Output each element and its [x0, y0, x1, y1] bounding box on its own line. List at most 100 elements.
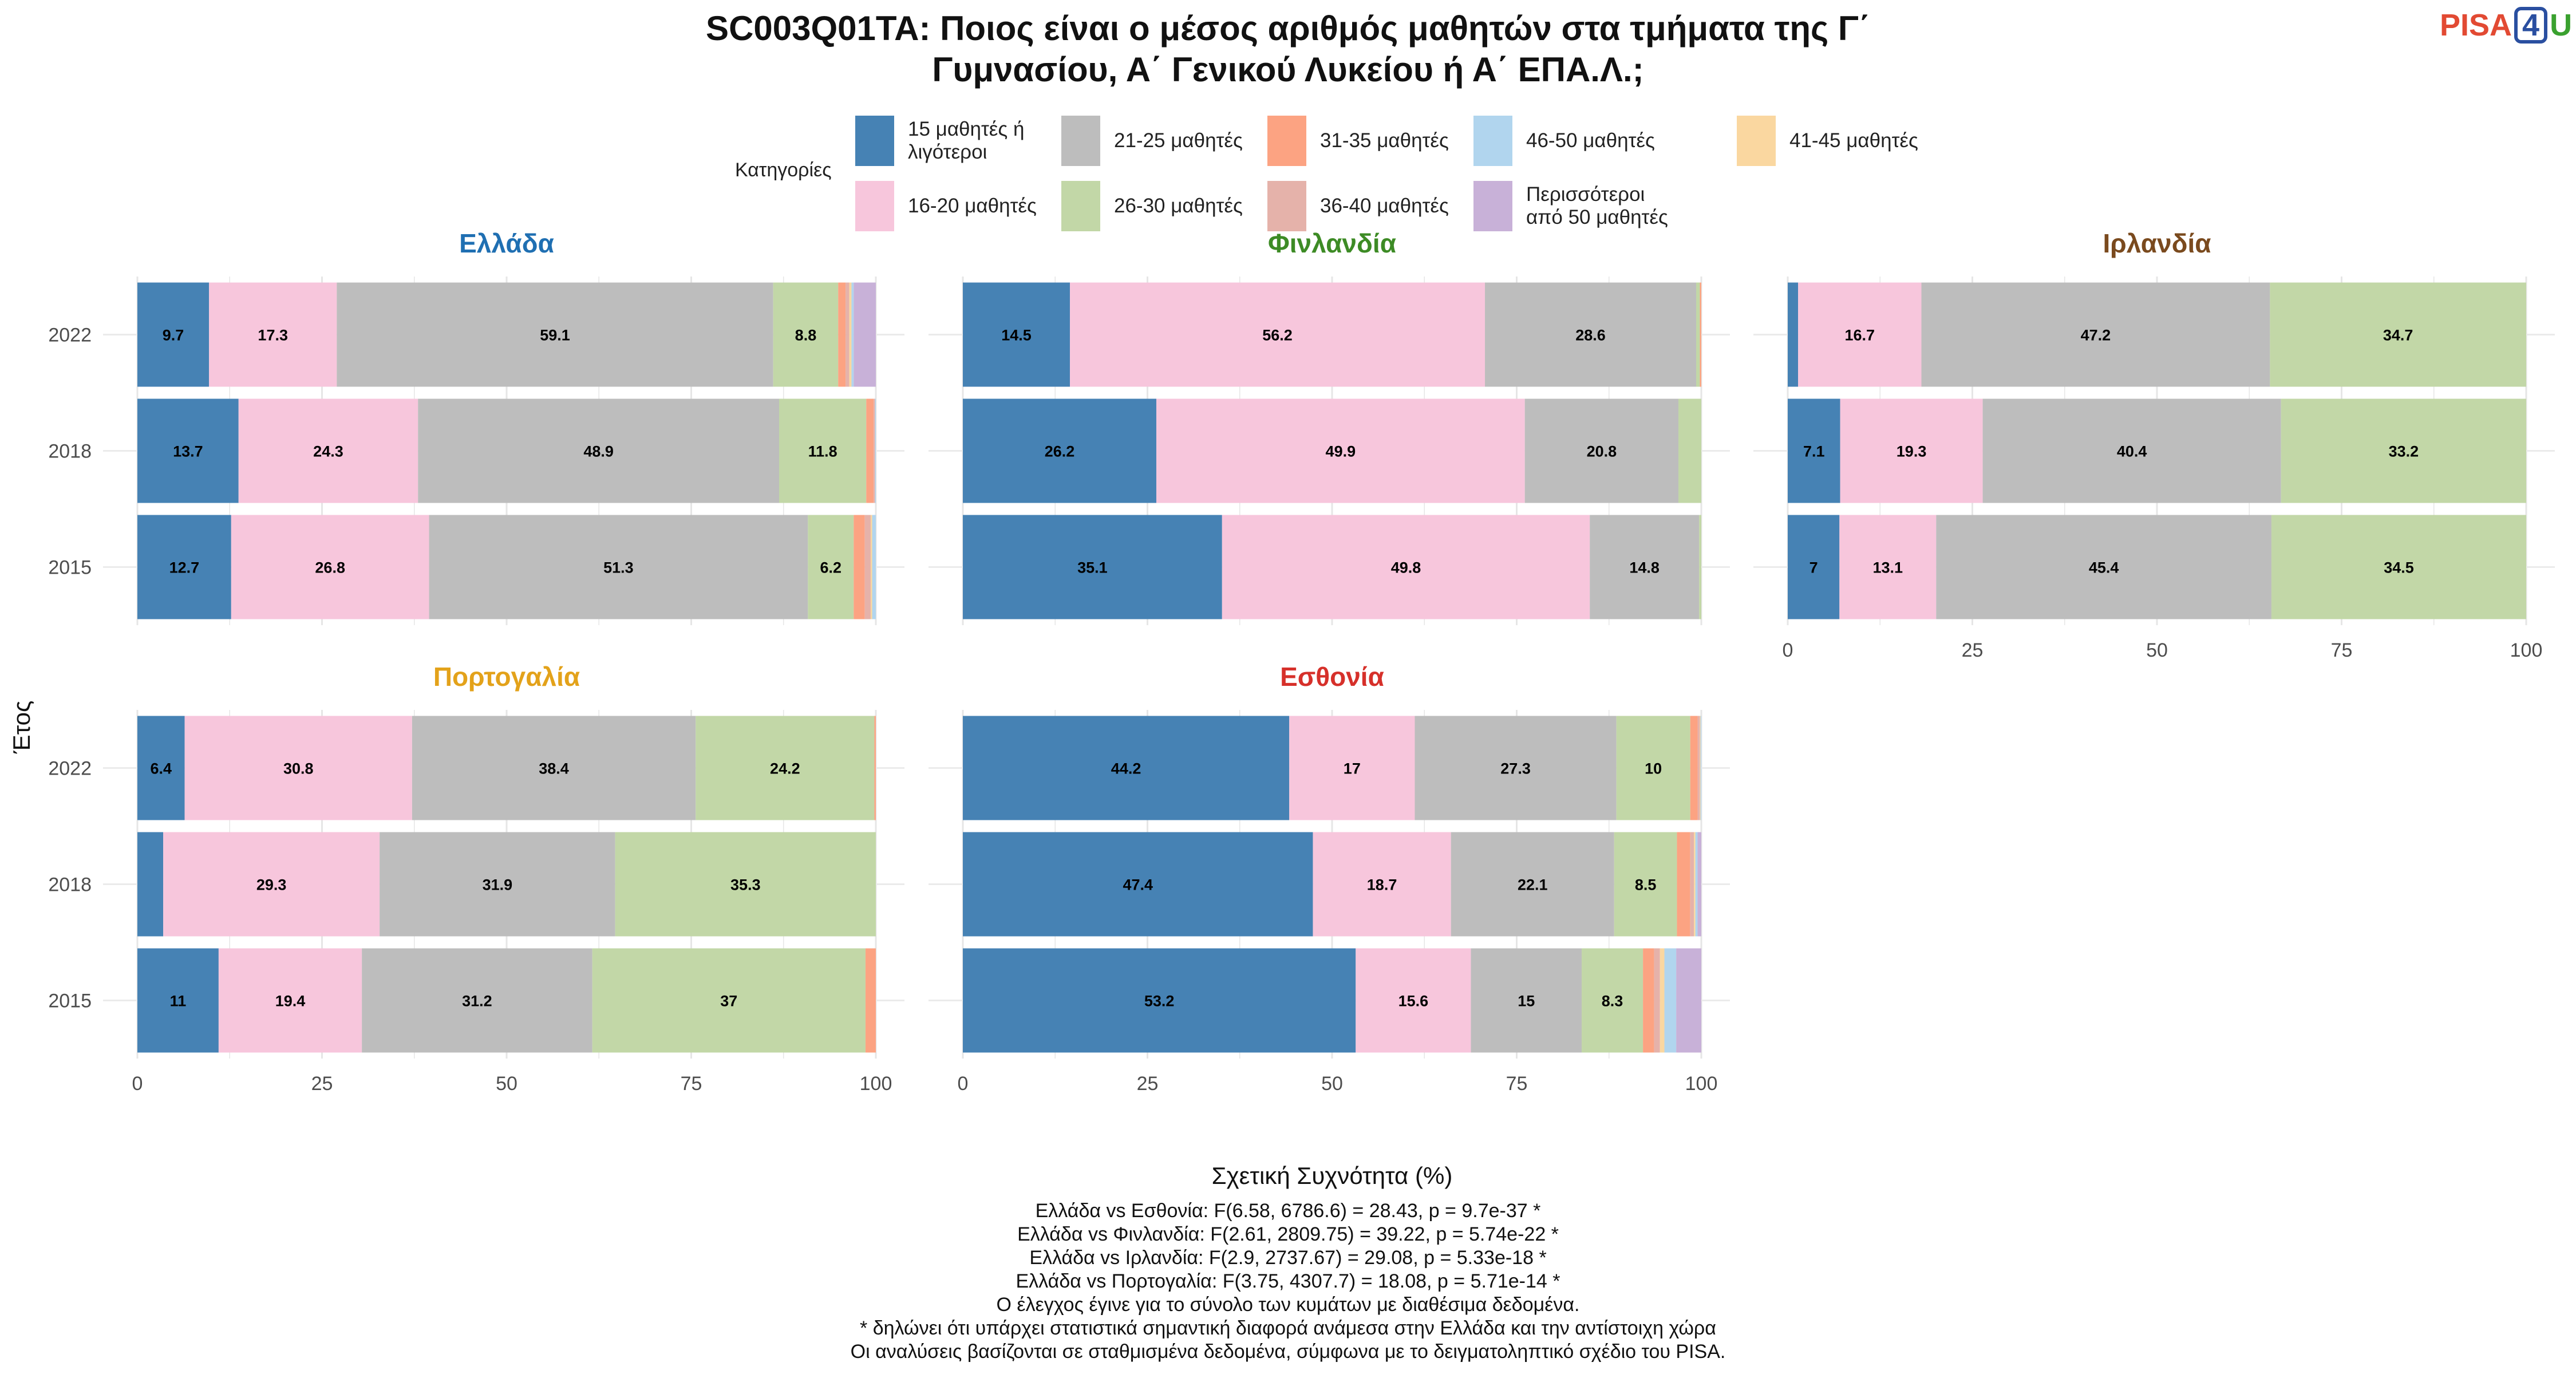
bar-segment-1-2015-1 [1222, 515, 1590, 619]
bar-segment-2-2022-0 [1788, 282, 1799, 387]
data-label-1-2018-1: 49.9 [1326, 443, 1356, 460]
panel-title-1: Φινλανδία [1268, 228, 1396, 258]
note-line-6: Οι αναλύσεις βασίζονται σε σταθμισμένα δ… [850, 1341, 1726, 1363]
bar-segment-2-2015-1 [1839, 515, 1937, 619]
x-tick-label-2-1: 25 [1962, 639, 1984, 661]
bar-segment-0-2018-1 [238, 398, 418, 503]
legend-key-1 [855, 181, 894, 231]
bar-segment-3-2015-4 [865, 948, 876, 1053]
bar-segment-0-2015-5 [864, 515, 871, 619]
bar-segment-4-2018-3 [1614, 832, 1677, 937]
data-label-3-2022-0: 6.4 [151, 760, 172, 777]
note-line-3: Ελλάδα vs Πορτογαλία: F(3.75, 4307.7) = … [1016, 1270, 1560, 1292]
bar-segment-1-2018-1 [1156, 398, 1525, 503]
bar-segment-0-2018-4 [866, 398, 874, 503]
data-label-4-2015-0: 53.2 [1144, 993, 1175, 1010]
legend-key-0 [855, 116, 894, 166]
y-tick-label-3-2022: 2022 [48, 758, 92, 780]
bar-segment-0-2018-2 [418, 398, 780, 503]
data-label-1-2018-2: 20.8 [1587, 443, 1617, 460]
data-label-2-2022-1: 16.7 [1844, 327, 1875, 344]
bar-segment-0-2015-0 [137, 515, 231, 619]
legend-item-5: 36-40 μαθητές [1267, 181, 1475, 231]
bar-segment-2-2022-2 [1921, 282, 2270, 387]
data-label-3-2022-1: 30.8 [283, 760, 314, 777]
data-label-1-2022-2: 28.6 [1575, 327, 1606, 344]
data-label-4-2018-2: 22.1 [1518, 876, 1548, 894]
bar-segment-0-2022-7 [851, 282, 854, 387]
bar-segment-0-2022-6 [849, 282, 852, 387]
data-label-3-2015-3: 37 [720, 993, 737, 1010]
bar-segment-3-2022-4 [874, 716, 876, 820]
legend-item-4: 31-35 μαθητές [1267, 116, 1475, 166]
data-label-0-2018-1: 24.3 [313, 443, 343, 460]
bar-segment-3-2015-2 [362, 948, 592, 1053]
bar-segment-3-2022-3 [696, 716, 875, 820]
legend-key-5 [1267, 181, 1306, 231]
data-label-2-2015-1: 13.1 [1873, 559, 1903, 577]
bar-segment-3-2015-0 [137, 948, 219, 1053]
bar-segment-3-2022-0 [137, 716, 185, 820]
legend-item-8: 41-45 μαθητές [1737, 116, 1944, 166]
legend-key-7 [1473, 181, 1512, 231]
data-label-4-2022-0: 44.2 [1111, 760, 1141, 777]
logo-u-text: U [2550, 8, 2573, 42]
data-label-1-2018-0: 26.2 [1045, 443, 1075, 460]
bar-segment-4-2022-3 [1616, 716, 1690, 820]
logo-pisa-text: PISA [2440, 8, 2512, 42]
bar-segment-0-2015-6 [870, 515, 872, 619]
bar-segment-0-2022-4 [838, 282, 846, 387]
data-label-2-2018-3: 33.2 [2389, 443, 2419, 460]
bar-segment-4-2018-8 [1697, 832, 1701, 937]
data-label-0-2015-0: 12.7 [169, 559, 200, 577]
y-tick-label-3-2018: 2018 [48, 874, 92, 896]
bar-segment-4-2015-7 [1664, 948, 1677, 1053]
data-label-0-2018-2: 48.9 [583, 443, 614, 460]
legend-key-3 [1061, 181, 1100, 231]
data-label-1-2015-2: 14.8 [1629, 559, 1660, 577]
bar-segment-0-2022-3 [773, 282, 839, 387]
x-tick-label-3-1: 25 [311, 1073, 333, 1095]
bar-segment-1-2015-3 [1699, 515, 1701, 619]
data-label-4-2015-1: 15.6 [1398, 993, 1429, 1010]
panel-title-0: Ελλάδα [459, 228, 554, 258]
stacked-bar-chart: Ελλάδα 9.7 17.3 59.1 8.8 2022 13.7 24.3 48.9 11.8… [8, 228, 2555, 1189]
bar-segment-1-2022-4 [1700, 282, 1701, 387]
bar-segment-4-2015-1 [1356, 948, 1471, 1053]
data-label-3-2022-3: 24.2 [770, 760, 800, 777]
data-label-0-2022-3: 8.8 [795, 327, 817, 344]
bar-segment-3-2015-3 [592, 948, 866, 1053]
data-label-0-2015-1: 26.8 [315, 559, 345, 577]
y-tick-label-0-2018: 2018 [48, 441, 92, 463]
bar-segment-4-2015-5 [1654, 948, 1660, 1053]
data-label-1-2015-0: 35.1 [1077, 559, 1108, 577]
legend-title: Κατηγορίες [735, 159, 832, 181]
data-label-0-2022-0: 9.7 [163, 327, 184, 344]
data-label-4-2015-2: 15 [1518, 993, 1535, 1010]
bar-segment-0-2022-0 [137, 282, 210, 387]
x-tick-label-4-2: 50 [1321, 1073, 1343, 1095]
bar-segment-4-2022-4 [1690, 716, 1698, 820]
x-tick-label-4-3: 75 [1506, 1073, 1528, 1095]
bar-segment-0-2022-8 [854, 282, 876, 387]
bar-segment-4-2022-2 [1415, 716, 1617, 820]
bar-segment-1-2022-3 [1696, 282, 1700, 387]
note-line-1: Ελλάδα vs Φινλανδία: F(2.61, 2809.75) = … [1017, 1223, 1559, 1245]
bar-segment-3-2018-1 [163, 832, 380, 937]
legend-item-6: 46-50 μαθητές [1473, 116, 1681, 166]
bar-segment-2-2015-2 [1936, 515, 2271, 619]
legend-item-1: 16-20 μαθητές [855, 181, 1062, 231]
data-label-2-2015-0: 7 [1809, 559, 1818, 577]
legend-key-2 [1061, 116, 1100, 166]
bar-segment-4-2018-5 [1690, 832, 1694, 937]
chart-title-line-1: SC003Q01TA: Ποιος είναι ο μέσος αριθμός … [706, 9, 1870, 48]
bar-segment-4-2018-1 [1313, 832, 1451, 937]
bar-segment-3-2022-2 [412, 716, 696, 820]
data-label-0-2018-3: 11.8 [808, 443, 837, 460]
bar-segment-3-2018-3 [615, 832, 876, 937]
chart-title: SC003Q01TA: Ποιος είναι ο μέσος αριθμός … [0, 8, 2576, 90]
bar-segment-2-2022-3 [2270, 282, 2526, 387]
bar-segment-4-2015-0 [963, 948, 1356, 1053]
bar-segment-3-2015-1 [218, 948, 362, 1053]
legend-item-3: 26-30 μαθητές [1061, 181, 1269, 231]
